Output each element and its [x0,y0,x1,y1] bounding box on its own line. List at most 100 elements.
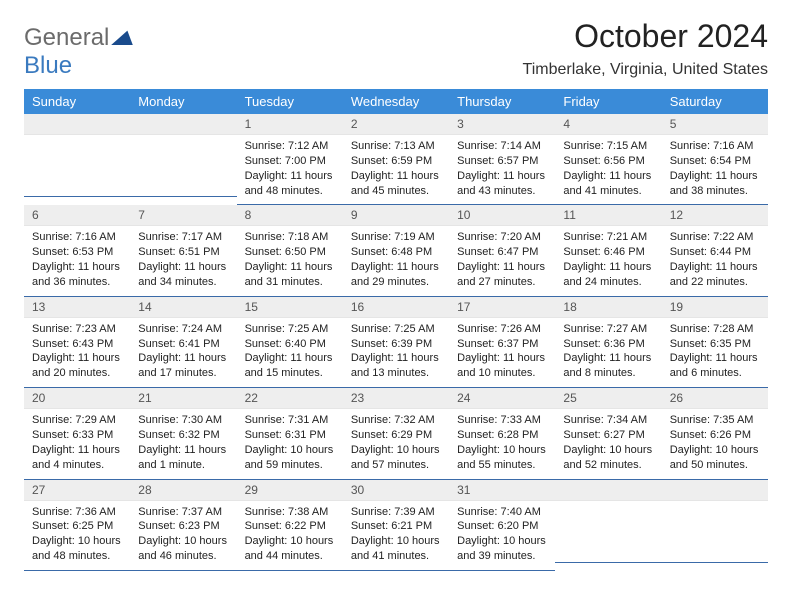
day-detail: Sunrise: 7:26 AMSunset: 6:37 PMDaylight:… [449,318,555,388]
calendar-cell: 8Sunrise: 7:18 AMSunset: 6:50 PMDaylight… [237,205,343,296]
daylight-line: Daylight: 10 hours and 41 minutes. [351,534,441,564]
sunrise-line: Sunrise: 7:26 AM [457,322,547,337]
day-detail: Sunrise: 7:21 AMSunset: 6:46 PMDaylight:… [555,226,661,296]
day-number: 5 [662,114,768,135]
day-number: 7 [130,205,236,226]
day-empty [662,501,768,563]
calendar-cell: 20Sunrise: 7:29 AMSunset: 6:33 PMDayligh… [24,388,130,479]
sunrise-line: Sunrise: 7:29 AM [32,413,122,428]
day-number-empty [130,114,236,135]
sunrise-line: Sunrise: 7:22 AM [670,230,760,245]
day-detail: Sunrise: 7:25 AMSunset: 6:39 PMDaylight:… [343,318,449,388]
sunset-line: Sunset: 6:36 PM [563,337,653,352]
daylight-line: Daylight: 11 hours and 10 minutes. [457,351,547,381]
sunset-line: Sunset: 6:51 PM [138,245,228,260]
sunrise-line: Sunrise: 7:40 AM [457,505,547,520]
calendar-cell: 30Sunrise: 7:39 AMSunset: 6:21 PMDayligh… [343,480,449,571]
calendar-cell: 1Sunrise: 7:12 AMSunset: 7:00 PMDaylight… [237,114,343,205]
calendar-cell: 12Sunrise: 7:22 AMSunset: 6:44 PMDayligh… [662,205,768,296]
day-detail: Sunrise: 7:27 AMSunset: 6:36 PMDaylight:… [555,318,661,388]
calendar-cell: 9Sunrise: 7:19 AMSunset: 6:48 PMDaylight… [343,205,449,296]
day-detail: Sunrise: 7:33 AMSunset: 6:28 PMDaylight:… [449,409,555,479]
day-number: 25 [555,388,661,409]
calendar-cell: 23Sunrise: 7:32 AMSunset: 6:29 PMDayligh… [343,388,449,479]
sunset-line: Sunset: 6:59 PM [351,154,441,169]
day-detail: Sunrise: 7:32 AMSunset: 6:29 PMDaylight:… [343,409,449,479]
calendar-cell: 16Sunrise: 7:25 AMSunset: 6:39 PMDayligh… [343,297,449,388]
daylight-line: Daylight: 11 hours and 48 minutes. [245,169,335,199]
day-detail: Sunrise: 7:23 AMSunset: 6:43 PMDaylight:… [24,318,130,388]
day-number-empty [24,114,130,135]
sunrise-line: Sunrise: 7:34 AM [563,413,653,428]
calendar-row: 6Sunrise: 7:16 AMSunset: 6:53 PMDaylight… [24,205,768,296]
calendar-cell: 4Sunrise: 7:15 AMSunset: 6:56 PMDaylight… [555,114,661,205]
day-number: 9 [343,205,449,226]
daylight-line: Daylight: 11 hours and 1 minute. [138,443,228,473]
calendar-table: SundayMondayTuesdayWednesdayThursdayFrid… [24,89,768,571]
brand-text-1: General [24,24,109,51]
daylight-line: Daylight: 11 hours and 20 minutes. [32,351,122,381]
sunset-line: Sunset: 6:39 PM [351,337,441,352]
daylight-line: Daylight: 11 hours and 38 minutes. [670,169,760,199]
day-number-empty [662,480,768,501]
daylight-line: Daylight: 10 hours and 44 minutes. [245,534,335,564]
day-number: 11 [555,205,661,226]
day-number: 6 [24,205,130,226]
day-detail: Sunrise: 7:28 AMSunset: 6:35 PMDaylight:… [662,318,768,388]
day-detail: Sunrise: 7:15 AMSunset: 6:56 PMDaylight:… [555,135,661,205]
sunset-line: Sunset: 6:37 PM [457,337,547,352]
daylight-line: Daylight: 11 hours and 43 minutes. [457,169,547,199]
day-number: 20 [24,388,130,409]
day-number: 18 [555,297,661,318]
calendar-row: 27Sunrise: 7:36 AMSunset: 6:25 PMDayligh… [24,480,768,571]
sunset-line: Sunset: 6:50 PM [245,245,335,260]
day-detail: Sunrise: 7:30 AMSunset: 6:32 PMDaylight:… [130,409,236,479]
sunrise-line: Sunrise: 7:39 AM [351,505,441,520]
day-header: Sunday [24,89,130,114]
day-number: 15 [237,297,343,318]
day-detail: Sunrise: 7:22 AMSunset: 6:44 PMDaylight:… [662,226,768,296]
day-header: Monday [130,89,236,114]
day-detail: Sunrise: 7:19 AMSunset: 6:48 PMDaylight:… [343,226,449,296]
sunrise-line: Sunrise: 7:18 AM [245,230,335,245]
sunrise-line: Sunrise: 7:35 AM [670,413,760,428]
sunrise-line: Sunrise: 7:31 AM [245,413,335,428]
sunset-line: Sunset: 6:53 PM [32,245,122,260]
sunset-line: Sunset: 6:35 PM [670,337,760,352]
sunrise-line: Sunrise: 7:28 AM [670,322,760,337]
calendar-cell: 31Sunrise: 7:40 AMSunset: 6:20 PMDayligh… [449,480,555,571]
sunset-line: Sunset: 6:44 PM [670,245,760,260]
daylight-line: Daylight: 11 hours and 29 minutes. [351,260,441,290]
day-number: 12 [662,205,768,226]
day-number: 1 [237,114,343,135]
calendar-cell: 3Sunrise: 7:14 AMSunset: 6:57 PMDaylight… [449,114,555,205]
calendar-cell: 5Sunrise: 7:16 AMSunset: 6:54 PMDaylight… [662,114,768,205]
calendar-row: 20Sunrise: 7:29 AMSunset: 6:33 PMDayligh… [24,388,768,479]
sunrise-line: Sunrise: 7:37 AM [138,505,228,520]
sunset-line: Sunset: 6:28 PM [457,428,547,443]
daylight-line: Daylight: 11 hours and 15 minutes. [245,351,335,381]
day-detail: Sunrise: 7:29 AMSunset: 6:33 PMDaylight:… [24,409,130,479]
day-detail: Sunrise: 7:16 AMSunset: 6:53 PMDaylight:… [24,226,130,296]
day-number: 24 [449,388,555,409]
day-detail: Sunrise: 7:14 AMSunset: 6:57 PMDaylight:… [449,135,555,205]
sunset-line: Sunset: 7:00 PM [245,154,335,169]
sunrise-line: Sunrise: 7:32 AM [351,413,441,428]
daylight-line: Daylight: 11 hours and 6 minutes. [670,351,760,381]
sunrise-line: Sunrise: 7:20 AM [457,230,547,245]
calendar-cell: 21Sunrise: 7:30 AMSunset: 6:32 PMDayligh… [130,388,236,479]
sunset-line: Sunset: 6:57 PM [457,154,547,169]
calendar-cell: 15Sunrise: 7:25 AMSunset: 6:40 PMDayligh… [237,297,343,388]
day-number: 16 [343,297,449,318]
day-number: 4 [555,114,661,135]
day-empty [555,501,661,563]
daylight-line: Daylight: 11 hours and 8 minutes. [563,351,653,381]
calendar-cell: 2Sunrise: 7:13 AMSunset: 6:59 PMDaylight… [343,114,449,205]
calendar-cell: 14Sunrise: 7:24 AMSunset: 6:41 PMDayligh… [130,297,236,388]
sunrise-line: Sunrise: 7:14 AM [457,139,547,154]
day-detail: Sunrise: 7:12 AMSunset: 7:00 PMDaylight:… [237,135,343,205]
daylight-line: Daylight: 11 hours and 45 minutes. [351,169,441,199]
day-detail: Sunrise: 7:24 AMSunset: 6:41 PMDaylight:… [130,318,236,388]
day-detail: Sunrise: 7:37 AMSunset: 6:23 PMDaylight:… [130,501,236,571]
day-header: Saturday [662,89,768,114]
